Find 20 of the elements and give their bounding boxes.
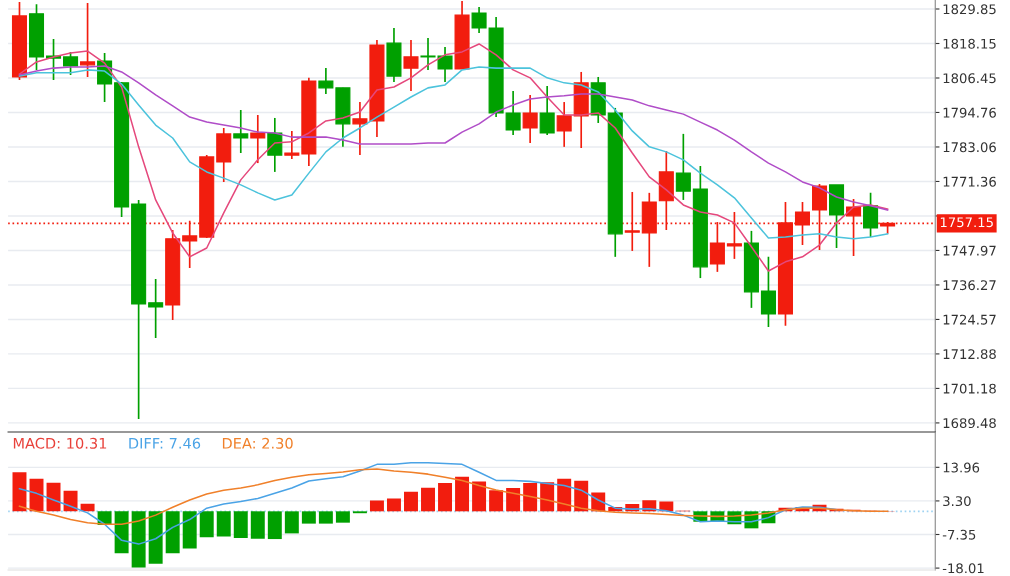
series-label: MACD: 10.31 xyxy=(13,437,107,449)
y-tick-label: 3.30 xyxy=(943,496,971,507)
y-tick-label: 1736.27 xyxy=(943,280,996,291)
y-tick-label: -18.01 xyxy=(942,563,984,574)
y-tick-label: 1712.88 xyxy=(943,349,996,360)
y-tick-label: 1806.45 xyxy=(943,73,996,84)
y-tick-label: 1794.76 xyxy=(943,107,996,118)
y-tick-label: 1818.15 xyxy=(943,38,996,49)
y-tick-label: 1747.97 xyxy=(943,245,996,256)
y-tick-label: 1689.48 xyxy=(943,418,996,429)
y-tick-label: -7.35 xyxy=(942,529,976,540)
y-tick-label: 1771.36 xyxy=(943,176,996,187)
y-tick-label: 13.96 xyxy=(943,462,980,473)
text: DIFF: 7.46 xyxy=(129,437,201,449)
y-tick-label: 1724.57 xyxy=(943,314,996,325)
ref-line-label: 1757.15 xyxy=(940,217,993,228)
y-tick-label: 1701.18 xyxy=(943,383,996,394)
series-label: DEA: 2.30 xyxy=(222,437,293,449)
y-tick-label: 1829.85 xyxy=(943,4,996,15)
y-tick-label: 1783.06 xyxy=(943,142,996,153)
